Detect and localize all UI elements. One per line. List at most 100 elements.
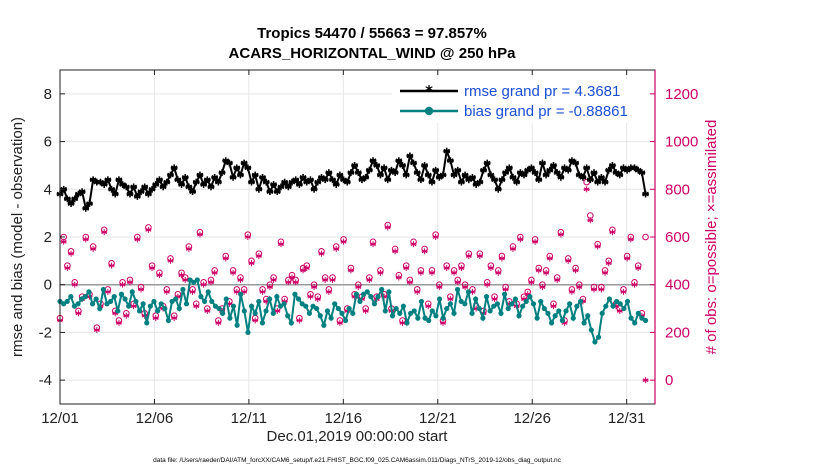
rmse-point-14 <box>108 185 115 193</box>
bias-series <box>57 277 649 345</box>
obs-possible-point-143 <box>583 178 590 186</box>
bias-point-24 <box>144 320 150 326</box>
rmse-point-124 <box>513 178 521 186</box>
rmse-point-122 <box>505 164 513 172</box>
obs-assimilated-point-98 <box>417 269 424 276</box>
rmse-point-78 <box>343 178 351 186</box>
bias-point-73 <box>321 322 327 328</box>
bias-point-156 <box>621 305 627 312</box>
rmse-point-128 <box>527 164 535 172</box>
obs-assimilated-point-108 <box>454 279 461 286</box>
obs-assimilated-point-154 <box>624 255 631 262</box>
obs-assimilated-point-18 <box>123 312 130 319</box>
rmse-point-87 <box>376 171 384 179</box>
obs-assimilated-point-68 <box>307 293 314 300</box>
bias-point-76 <box>332 301 338 307</box>
rmse-point-137 <box>561 164 568 172</box>
obs-assimilated-point-76 <box>336 319 343 326</box>
obs-assimilated-point-87 <box>377 269 384 276</box>
x-tick-label-3: 12/16 <box>325 410 363 427</box>
bias-point-16 <box>115 308 121 314</box>
legend-rmse-marker-icon: * <box>425 82 433 100</box>
bias-point-116 <box>476 305 482 312</box>
bias-point-99 <box>415 315 421 321</box>
obs-assimilated-point-114 <box>476 253 483 260</box>
left-tick-label-1: -2 <box>39 324 52 341</box>
rmse-point-43 <box>214 178 222 186</box>
rmse-point-151 <box>612 169 620 176</box>
rmse-point-102 <box>432 166 440 174</box>
rmse-point-106 <box>446 157 454 165</box>
obs-assimilated-point-38 <box>196 231 203 238</box>
obs-assimilated-point-62 <box>285 279 292 286</box>
bias-point-65 <box>292 291 298 297</box>
rmse-point-127 <box>524 166 532 174</box>
rmse-point-132 <box>542 171 550 179</box>
bias-point-2 <box>64 298 70 305</box>
bias-point-41 <box>205 289 211 295</box>
rmse-point-64 <box>292 176 300 184</box>
rmse-point-118 <box>491 176 498 184</box>
obs-assimilated-point-91 <box>392 248 399 255</box>
x-tick-label-1: 12/06 <box>136 410 174 427</box>
bias-point-55 <box>256 298 262 305</box>
bias-point-12 <box>100 286 106 293</box>
obs-assimilated-point-4 <box>71 281 78 288</box>
rmse-point-95 <box>406 152 414 160</box>
bias-point-141 <box>567 301 573 307</box>
bias-point-153 <box>610 303 616 309</box>
rmse-point-40 <box>203 176 211 184</box>
bias-point-137 <box>552 313 558 319</box>
bias-point-51 <box>241 308 247 314</box>
obs-assimilated-point-2 <box>64 265 71 272</box>
obs-assimilated-point-64 <box>292 279 299 286</box>
rmse-point-19 <box>126 190 134 198</box>
bias-point-103 <box>429 308 435 314</box>
bias-point-152 <box>606 296 613 302</box>
rmse-point-123 <box>509 173 517 181</box>
obs-assimilated-point-133 <box>546 255 553 262</box>
rmse-point-136 <box>557 173 565 181</box>
obs-assimilated-point-148 <box>602 269 609 276</box>
rmse-point-39 <box>200 181 208 188</box>
x-axis-ticks: 12/01 12/06 12/11 12/16 12/21 12/26 12/31 <box>41 70 645 427</box>
obs-assimilated-point-144 <box>587 217 594 224</box>
obs-assimilated-point-72 <box>322 276 329 283</box>
obs-assimilated-point-45 <box>222 255 229 262</box>
bias-point-143 <box>574 303 580 309</box>
left-tick-label-4: 4 <box>44 181 52 198</box>
bias-point-155 <box>617 301 623 307</box>
rmse-point-148 <box>601 178 609 186</box>
bias-point-109 <box>451 310 457 316</box>
rmse-point-141 <box>575 171 583 179</box>
bias-point-145 <box>581 320 587 326</box>
obs-assimilated-point-27 <box>156 272 163 279</box>
obs-assimilated-point-59 <box>274 307 281 314</box>
obs-assimilated-point-65 <box>296 317 303 324</box>
rmse-point-114 <box>476 178 484 186</box>
obs-assimilated-point-41 <box>207 279 214 286</box>
obs-assimilated-point-54 <box>255 253 262 260</box>
rmse-point-61 <box>281 178 289 186</box>
bias-point-89 <box>379 286 385 293</box>
left-tick-label-6: 8 <box>44 86 52 103</box>
obs-assimilated-point-43 <box>215 319 222 326</box>
rmse-point-28 <box>159 183 167 191</box>
obs-assimilated-point-110 <box>462 284 469 291</box>
obs-assimilated-point-153 <box>620 288 627 295</box>
rmse-point-16 <box>115 176 123 184</box>
bias-point-45 <box>220 310 226 316</box>
obs-assimilated-point-63 <box>289 274 296 281</box>
bias-point-30 <box>165 317 172 324</box>
obs-assimilated-point-53 <box>252 317 259 324</box>
right-tick-label-3: 600 <box>665 229 690 246</box>
bias-point-146 <box>585 313 591 319</box>
rmse-point-15 <box>111 190 119 198</box>
rmse-point-27 <box>156 176 163 184</box>
rmse-point-158 <box>638 169 646 176</box>
obs-assimilated-point-159 <box>642 377 649 384</box>
bias-point-138 <box>556 308 562 314</box>
obs-assimilated-point-57 <box>266 284 273 291</box>
obs-assimilated-point-102 <box>432 234 439 240</box>
bias-point-81 <box>350 310 356 316</box>
